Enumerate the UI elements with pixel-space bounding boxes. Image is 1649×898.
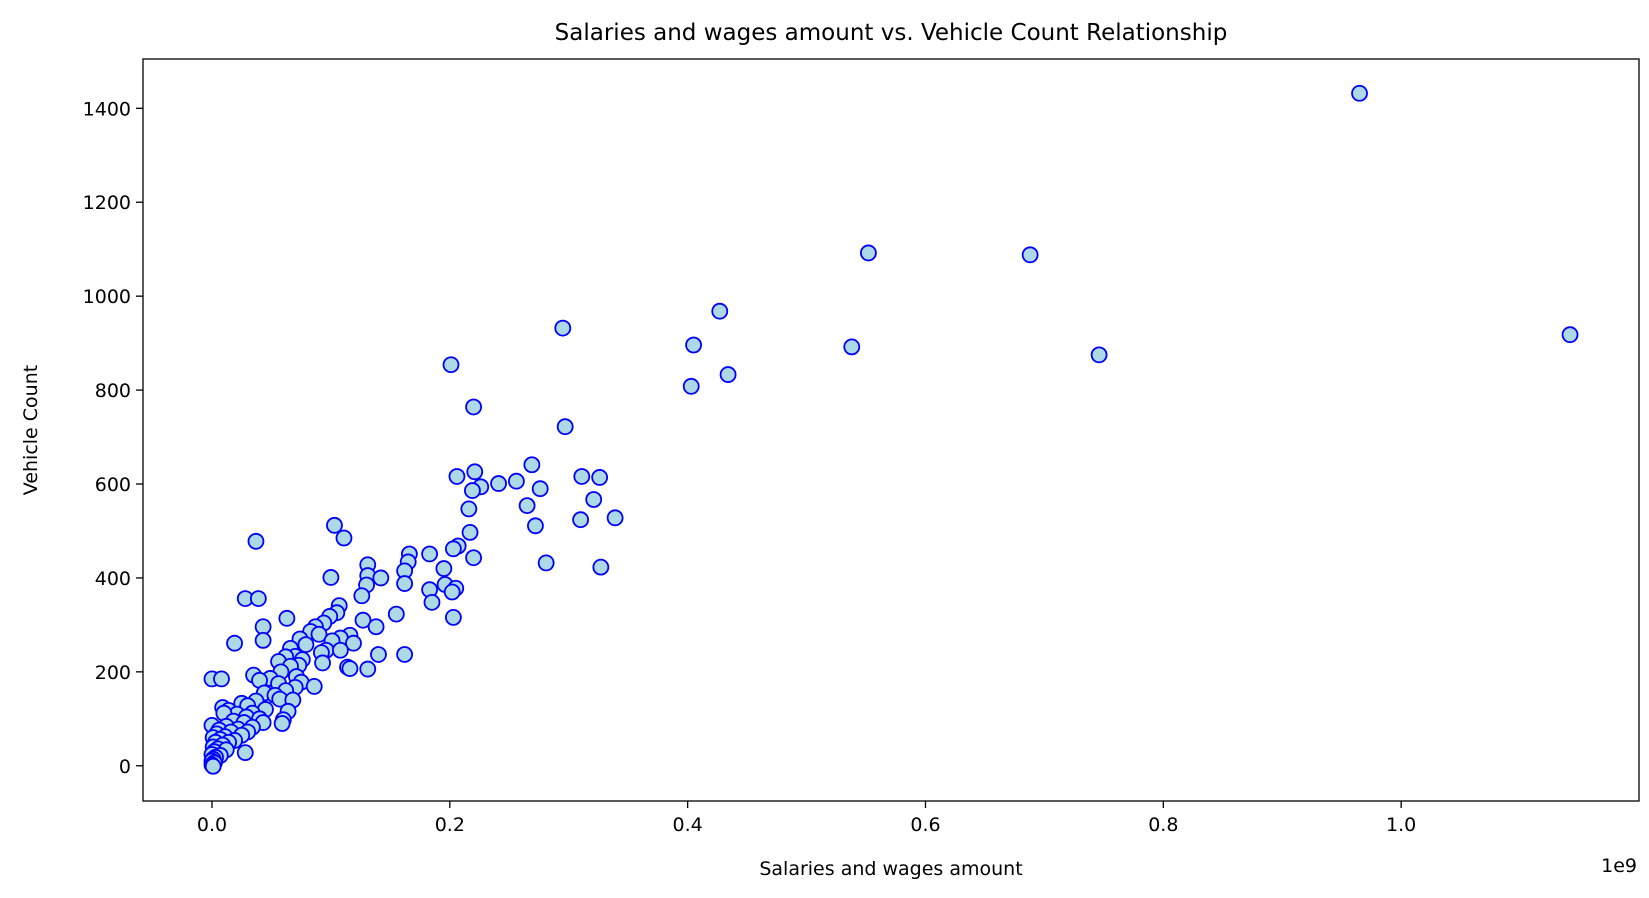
data-point bbox=[213, 670, 230, 688]
data-point bbox=[572, 511, 590, 529]
data-point bbox=[367, 618, 385, 636]
data-point bbox=[236, 744, 254, 762]
data-point bbox=[843, 338, 861, 356]
data-point bbox=[396, 575, 414, 592]
data-point bbox=[273, 715, 291, 732]
data-point bbox=[464, 482, 481, 499]
data-point bbox=[444, 540, 462, 558]
data-point bbox=[423, 593, 441, 611]
data-point bbox=[341, 660, 359, 677]
data-point bbox=[326, 516, 343, 534]
data-point bbox=[490, 475, 507, 492]
data-point bbox=[297, 636, 315, 654]
x-axis-offset-label: 1e9 bbox=[1601, 855, 1637, 877]
y-tick-label: 1400 bbox=[83, 98, 131, 120]
x-tick-label: 0.8 bbox=[1148, 814, 1178, 836]
data-point bbox=[353, 587, 371, 605]
data-point bbox=[332, 641, 349, 659]
data-point bbox=[204, 757, 222, 775]
data-point bbox=[354, 611, 372, 629]
data-point bbox=[314, 654, 331, 672]
data-point bbox=[460, 500, 478, 518]
data-point bbox=[523, 456, 541, 474]
y-axis-ticks: 0 200 400 600 800 1000 1200 1400 bbox=[83, 98, 143, 778]
data-point bbox=[573, 468, 591, 485]
x-tick-label: 0.2 bbox=[435, 814, 465, 836]
data-point bbox=[278, 609, 296, 627]
x-tick-label: 0.6 bbox=[910, 814, 940, 836]
y-tick-label: 0 bbox=[119, 756, 131, 778]
data-point bbox=[465, 398, 482, 416]
y-tick-label: 1200 bbox=[83, 192, 131, 214]
x-axis-ticks: 0.0 0.2 0.4 0.6 0.8 1.0 bbox=[197, 801, 1416, 836]
data-point bbox=[387, 605, 405, 623]
data-point bbox=[554, 319, 572, 337]
data-point bbox=[466, 463, 484, 481]
data-point bbox=[435, 560, 453, 577]
data-point bbox=[719, 366, 737, 383]
data-point bbox=[359, 660, 377, 678]
data-point bbox=[226, 634, 243, 652]
data-point bbox=[1561, 326, 1579, 344]
data-point bbox=[537, 554, 555, 572]
data-point bbox=[527, 517, 544, 535]
data-point bbox=[860, 244, 877, 262]
data-point bbox=[310, 625, 328, 643]
data-point bbox=[443, 583, 461, 601]
x-tick-label: 0.4 bbox=[673, 814, 703, 836]
data-point bbox=[442, 356, 460, 374]
data-point bbox=[345, 634, 362, 652]
plot-area-frame bbox=[142, 58, 1640, 802]
data-point bbox=[685, 336, 702, 354]
data-point bbox=[711, 302, 729, 320]
data-point bbox=[247, 532, 265, 550]
data-point bbox=[370, 646, 387, 663]
data-point bbox=[322, 569, 340, 586]
data-point bbox=[305, 678, 323, 695]
y-tick-label: 600 bbox=[95, 474, 131, 496]
y-tick-label: 1000 bbox=[83, 286, 131, 308]
data-point bbox=[518, 497, 536, 515]
data-point bbox=[448, 468, 466, 485]
data-point bbox=[465, 549, 482, 567]
data-point bbox=[508, 472, 525, 490]
y-tick-label: 800 bbox=[95, 380, 131, 402]
data-point bbox=[1351, 84, 1368, 102]
x-tick-label: 1.0 bbox=[1386, 814, 1416, 836]
data-point bbox=[585, 491, 603, 508]
chart-title: Salaries and wages amount vs. Vehicle Co… bbox=[555, 20, 1228, 46]
data-point bbox=[396, 646, 414, 663]
data-point bbox=[335, 529, 353, 547]
data-point bbox=[1021, 246, 1039, 264]
data-point bbox=[444, 608, 462, 626]
y-tick-label: 200 bbox=[95, 662, 131, 684]
y-tick-label: 400 bbox=[95, 568, 131, 590]
x-tick-label: 0.0 bbox=[197, 814, 227, 836]
x-axis-label: Salaries and wages amount bbox=[759, 858, 1022, 880]
data-point bbox=[606, 509, 624, 527]
data-point bbox=[531, 480, 549, 498]
data-point bbox=[556, 418, 574, 436]
data-point bbox=[254, 631, 272, 649]
data-point bbox=[1090, 346, 1108, 364]
data-point bbox=[592, 558, 610, 576]
data-point bbox=[461, 523, 479, 541]
data-point bbox=[249, 590, 267, 607]
data-point bbox=[421, 545, 438, 563]
data-point bbox=[682, 377, 700, 395]
data-point bbox=[372, 569, 390, 587]
data-points bbox=[203, 84, 1579, 775]
data-point bbox=[591, 469, 609, 486]
y-axis-label: Vehicle Count bbox=[20, 365, 42, 495]
